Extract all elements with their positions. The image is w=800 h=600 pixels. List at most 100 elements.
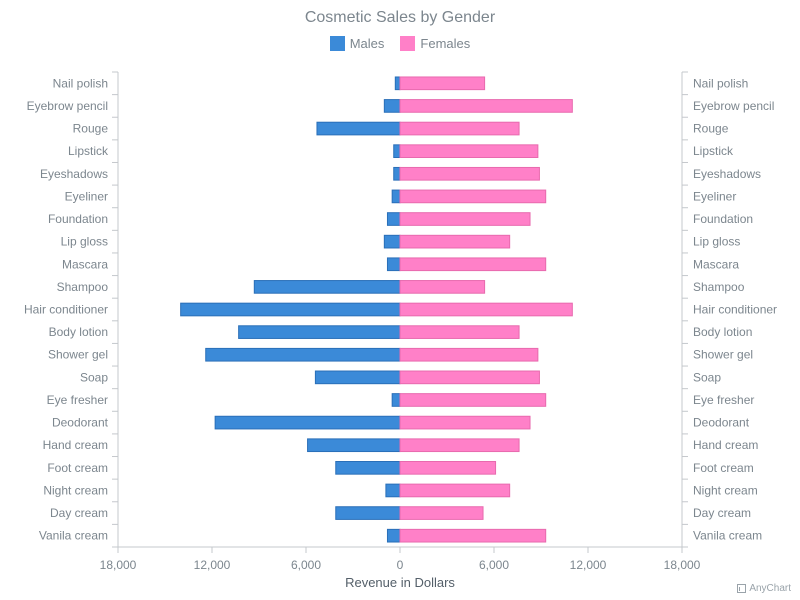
category-label-left: Day cream	[50, 506, 108, 520]
chart-title: Cosmetic Sales by Gender	[304, 9, 496, 26]
bar-males-shower-gel[interactable]	[205, 347, 401, 362]
x-tick-label: 6,000	[291, 558, 321, 572]
bar-males-eye-fresher[interactable]	[391, 393, 401, 407]
bar-males-lip-gloss[interactable]	[383, 234, 401, 249]
category-label-left: Soap	[80, 370, 108, 384]
bar-females-nail-polish[interactable]	[399, 76, 486, 91]
category-label-left: Rouge	[73, 122, 109, 136]
category-label-right: Night cream	[693, 483, 758, 497]
bar-males-vanila-cream[interactable]	[386, 528, 401, 543]
bar-males-body-lotion[interactable]	[238, 325, 401, 339]
bar-females-eyebrow-pencil[interactable]	[399, 99, 573, 113]
category-label-left: Eyebrow pencil	[27, 99, 108, 113]
bar-females-rouge[interactable]	[399, 121, 520, 136]
category-label-right: Eyebrow pencil	[693, 99, 774, 113]
category-label-right: Eye fresher	[693, 393, 754, 407]
bar-females-hair-conditioner[interactable]	[399, 302, 573, 317]
bar-females-eye-fresher[interactable]	[399, 393, 547, 407]
bar-females-body-lotion[interactable]	[399, 325, 520, 339]
credit[interactable]: AnyChart	[737, 583, 791, 594]
x-tick-label: 18,000	[100, 558, 137, 572]
bar-females-foundation[interactable]	[399, 212, 531, 226]
bar-females-soap[interactable]	[399, 370, 540, 385]
bar-males-rouge[interactable]	[316, 121, 401, 136]
category-label-left: Mascara	[62, 257, 108, 271]
bar-males-eyeliner[interactable]	[391, 189, 401, 204]
bar-females-foot-cream[interactable]	[399, 461, 497, 475]
category-label-right: Foot cream	[693, 461, 754, 475]
category-label-left: Night cream	[43, 483, 108, 497]
bar-females-deodorant[interactable]	[399, 415, 531, 430]
bar-females-lip-gloss[interactable]	[399, 234, 511, 249]
category-label-right: Soap	[693, 370, 721, 384]
bar-males-mascara[interactable]	[386, 257, 401, 272]
category-label-right: Shampoo	[693, 280, 745, 294]
legend: Males Females	[0, 36, 800, 51]
x-tick-label: 12,000	[570, 558, 607, 572]
bar-females-mascara[interactable]	[399, 257, 547, 272]
legend-label-males: Males	[349, 36, 385, 51]
category-label-right: Shower gel	[693, 348, 753, 362]
category-label-right: Hair conditioner	[693, 303, 777, 317]
category-label-right: Hand cream	[693, 438, 758, 452]
bar-males-deodorant[interactable]	[214, 415, 401, 430]
x-axis-title: Revenue in Dollars	[345, 575, 455, 590]
category-label-left: Shower gel	[48, 348, 108, 362]
chart-logo-icon	[737, 584, 747, 593]
bar-females-lipstick[interactable]	[399, 144, 539, 158]
category-label-left: Shampoo	[57, 280, 109, 294]
bar-males-day-cream[interactable]	[335, 506, 401, 520]
category-label-right: Nail polish	[693, 76, 748, 90]
category-label-right: Deodorant	[693, 416, 750, 430]
bar-females-day-cream[interactable]	[399, 506, 484, 520]
category-label-left: Lipstick	[68, 144, 109, 158]
bar-males-hair-conditioner[interactable]	[180, 302, 401, 317]
bar-males-shampoo[interactable]	[253, 280, 401, 294]
x-tick-label: 6,000	[479, 558, 509, 572]
legend-item-females[interactable]: Females	[400, 36, 470, 51]
category-label-left: Vanila cream	[39, 529, 108, 543]
bar-females-eyeshadows[interactable]	[399, 166, 540, 181]
category-label-left: Eyeshadows	[40, 167, 108, 181]
bar-males-hand-cream[interactable]	[307, 438, 401, 453]
category-label-right: Foundation	[693, 212, 753, 226]
legend-swatch-females	[400, 36, 416, 51]
bar-males-lipstick[interactable]	[393, 144, 401, 158]
x-tick-label: 18,000	[664, 558, 701, 572]
x-tick-label: 12,000	[194, 558, 231, 572]
legend-item-males[interactable]: Males	[329, 36, 385, 51]
category-label-right: Eyeliner	[693, 189, 736, 203]
bar-males-foot-cream[interactable]	[335, 461, 401, 475]
legend-swatch-males	[329, 36, 345, 51]
category-label-left: Eye fresher	[47, 393, 108, 407]
bar-males-eyeshadows[interactable]	[393, 166, 401, 181]
bar-males-foundation[interactable]	[386, 212, 401, 226]
category-label-left: Body lotion	[49, 325, 108, 339]
bar-females-shower-gel[interactable]	[399, 347, 539, 362]
category-label-left: Lip gloss	[61, 235, 108, 249]
category-label-left: Deodorant	[52, 416, 109, 430]
category-label-right: Eyeshadows	[693, 167, 761, 181]
x-tick-label: 0	[397, 558, 404, 572]
category-label-left: Foundation	[48, 212, 108, 226]
bar-females-night-cream[interactable]	[399, 483, 511, 498]
category-label-left: Hair conditioner	[24, 303, 108, 317]
bar-females-hand-cream[interactable]	[399, 438, 520, 453]
category-label-right: Mascara	[693, 257, 739, 271]
bar-males-eyebrow-pencil[interactable]	[383, 99, 401, 113]
category-label-left: Hand cream	[43, 438, 108, 452]
category-label-right: Lipstick	[693, 144, 734, 158]
category-label-left: Eyeliner	[65, 189, 108, 203]
bar-females-shampoo[interactable]	[399, 280, 486, 294]
bar-males-nail-polish[interactable]	[394, 76, 401, 91]
credit-label: AnyChart	[749, 583, 791, 594]
bar-females-eyeliner[interactable]	[399, 189, 547, 204]
bar-males-soap[interactable]	[314, 370, 401, 385]
category-label-right: Lip gloss	[693, 235, 740, 249]
category-label-right: Rouge	[693, 122, 729, 136]
bar-females-vanila-cream[interactable]	[399, 528, 547, 543]
bar-males-night-cream[interactable]	[385, 483, 401, 498]
category-label-right: Body lotion	[693, 325, 752, 339]
category-label-left: Foot cream	[47, 461, 108, 475]
